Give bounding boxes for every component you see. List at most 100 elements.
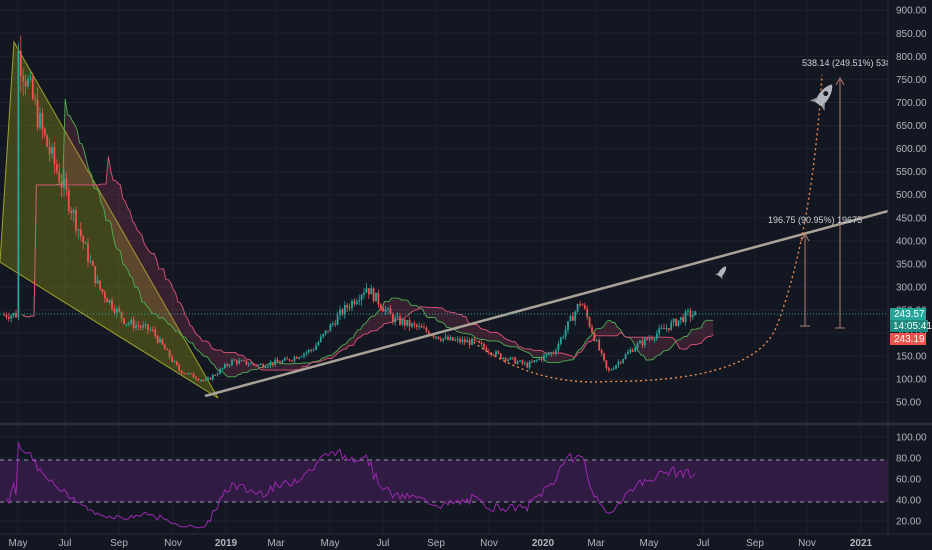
candle-body xyxy=(252,363,255,365)
candle-body xyxy=(207,377,209,380)
candle-body xyxy=(187,373,190,375)
time-tick: Nov xyxy=(798,538,816,549)
rocket-icon xyxy=(714,266,727,280)
price-tick: 450.00 xyxy=(896,213,927,224)
candle-body xyxy=(667,327,670,330)
candle-body xyxy=(130,319,133,324)
price-tick: 900.00 xyxy=(896,6,927,17)
candle-body xyxy=(269,362,272,367)
candle-body xyxy=(175,361,178,366)
candle-body xyxy=(281,360,284,363)
candle-body xyxy=(401,319,404,325)
candle-body xyxy=(593,332,596,341)
candle-body xyxy=(648,338,651,340)
candle-body xyxy=(468,340,471,345)
candle-body xyxy=(538,358,541,360)
candle-body xyxy=(101,289,104,293)
target-2-label: 538.14 (249.51%) 53814 xyxy=(802,58,901,68)
candle-body xyxy=(451,337,454,341)
candle-body xyxy=(384,309,387,312)
candle-body xyxy=(343,305,346,315)
candle-body xyxy=(22,75,25,81)
candle-body xyxy=(425,327,428,332)
candle-body xyxy=(353,300,356,304)
candle-body xyxy=(547,354,550,356)
time-tick: May xyxy=(640,538,659,549)
candle-body xyxy=(485,347,488,352)
candle-body xyxy=(660,327,663,329)
price-tick: 350.00 xyxy=(896,259,927,270)
candle-body xyxy=(672,319,675,323)
candle-body xyxy=(471,338,473,345)
rsi-axis[interactable]: 100.00 80.00 60.00 40.00 20.00 xyxy=(896,433,927,528)
candle-body xyxy=(12,313,15,316)
candle-body xyxy=(72,209,75,214)
candle-body xyxy=(403,319,406,326)
candle-body xyxy=(185,373,188,375)
ascending-trendline[interactable] xyxy=(204,209,892,398)
candle-body xyxy=(135,325,137,328)
candle-body xyxy=(103,292,106,299)
candle-body xyxy=(142,325,145,328)
candle-body xyxy=(310,349,313,351)
candle-body xyxy=(624,354,627,360)
candle-body xyxy=(67,189,70,211)
price-pane[interactable]: 196.75 (90.95%) 19675 538.14 (249.51%) 5… xyxy=(0,35,901,399)
candle-body xyxy=(190,373,193,375)
candle-body xyxy=(219,368,221,374)
candle-body xyxy=(247,364,250,366)
price-tick: 400.00 xyxy=(896,236,927,247)
candle-body xyxy=(346,305,349,308)
candle-body xyxy=(355,301,358,304)
candle-body xyxy=(459,338,461,343)
candle-body xyxy=(552,352,555,354)
candle-body xyxy=(245,360,248,365)
time-axis[interactable]: May Jul Sep Nov 2019 Mar May Jul Sep Nov 2020 Mar Ma… xyxy=(9,538,873,549)
candle-body xyxy=(147,324,149,330)
candle-body xyxy=(197,378,200,381)
measure-arrow-1[interactable] xyxy=(800,232,810,327)
time-tick: Nov xyxy=(480,538,498,549)
price-tick: 750.00 xyxy=(896,75,927,86)
candle-body xyxy=(303,353,305,357)
candle-body xyxy=(545,354,548,356)
candle-body xyxy=(586,308,589,318)
candle-body xyxy=(70,210,73,214)
candle-body xyxy=(521,360,524,364)
rsi-pane[interactable] xyxy=(0,442,888,529)
candle-body xyxy=(317,342,320,346)
candle-body xyxy=(682,317,685,322)
candle-body xyxy=(375,292,377,302)
candle-body xyxy=(473,338,476,341)
candle-body xyxy=(569,315,572,322)
candle-body xyxy=(41,113,44,129)
candle-body xyxy=(595,340,598,342)
candle-body xyxy=(550,352,553,355)
candle-body xyxy=(679,317,682,321)
candle-body xyxy=(387,308,389,310)
rsi-tick: 20.00 xyxy=(896,517,921,528)
candle-body xyxy=(327,330,329,332)
candle-body xyxy=(77,229,80,231)
candle-body xyxy=(168,349,171,358)
rsi-tick: 40.00 xyxy=(896,496,921,507)
candle-body xyxy=(99,280,101,290)
measure-arrow-2[interactable] xyxy=(835,76,845,329)
candle-body xyxy=(454,339,457,341)
candle-body xyxy=(63,178,65,188)
candle-body xyxy=(279,361,281,363)
candle-body xyxy=(183,373,185,375)
time-tick: Sep xyxy=(110,538,128,549)
candle-body xyxy=(631,349,634,352)
candle-body xyxy=(591,326,593,333)
candle-body xyxy=(137,325,140,327)
candle-body xyxy=(161,338,164,345)
candle-body xyxy=(178,365,181,371)
candle-body xyxy=(627,352,629,355)
candle-body xyxy=(665,327,668,329)
rsi-band xyxy=(0,460,888,502)
candle-body xyxy=(439,338,442,341)
candle-body xyxy=(195,377,197,379)
candle-body xyxy=(331,323,334,325)
